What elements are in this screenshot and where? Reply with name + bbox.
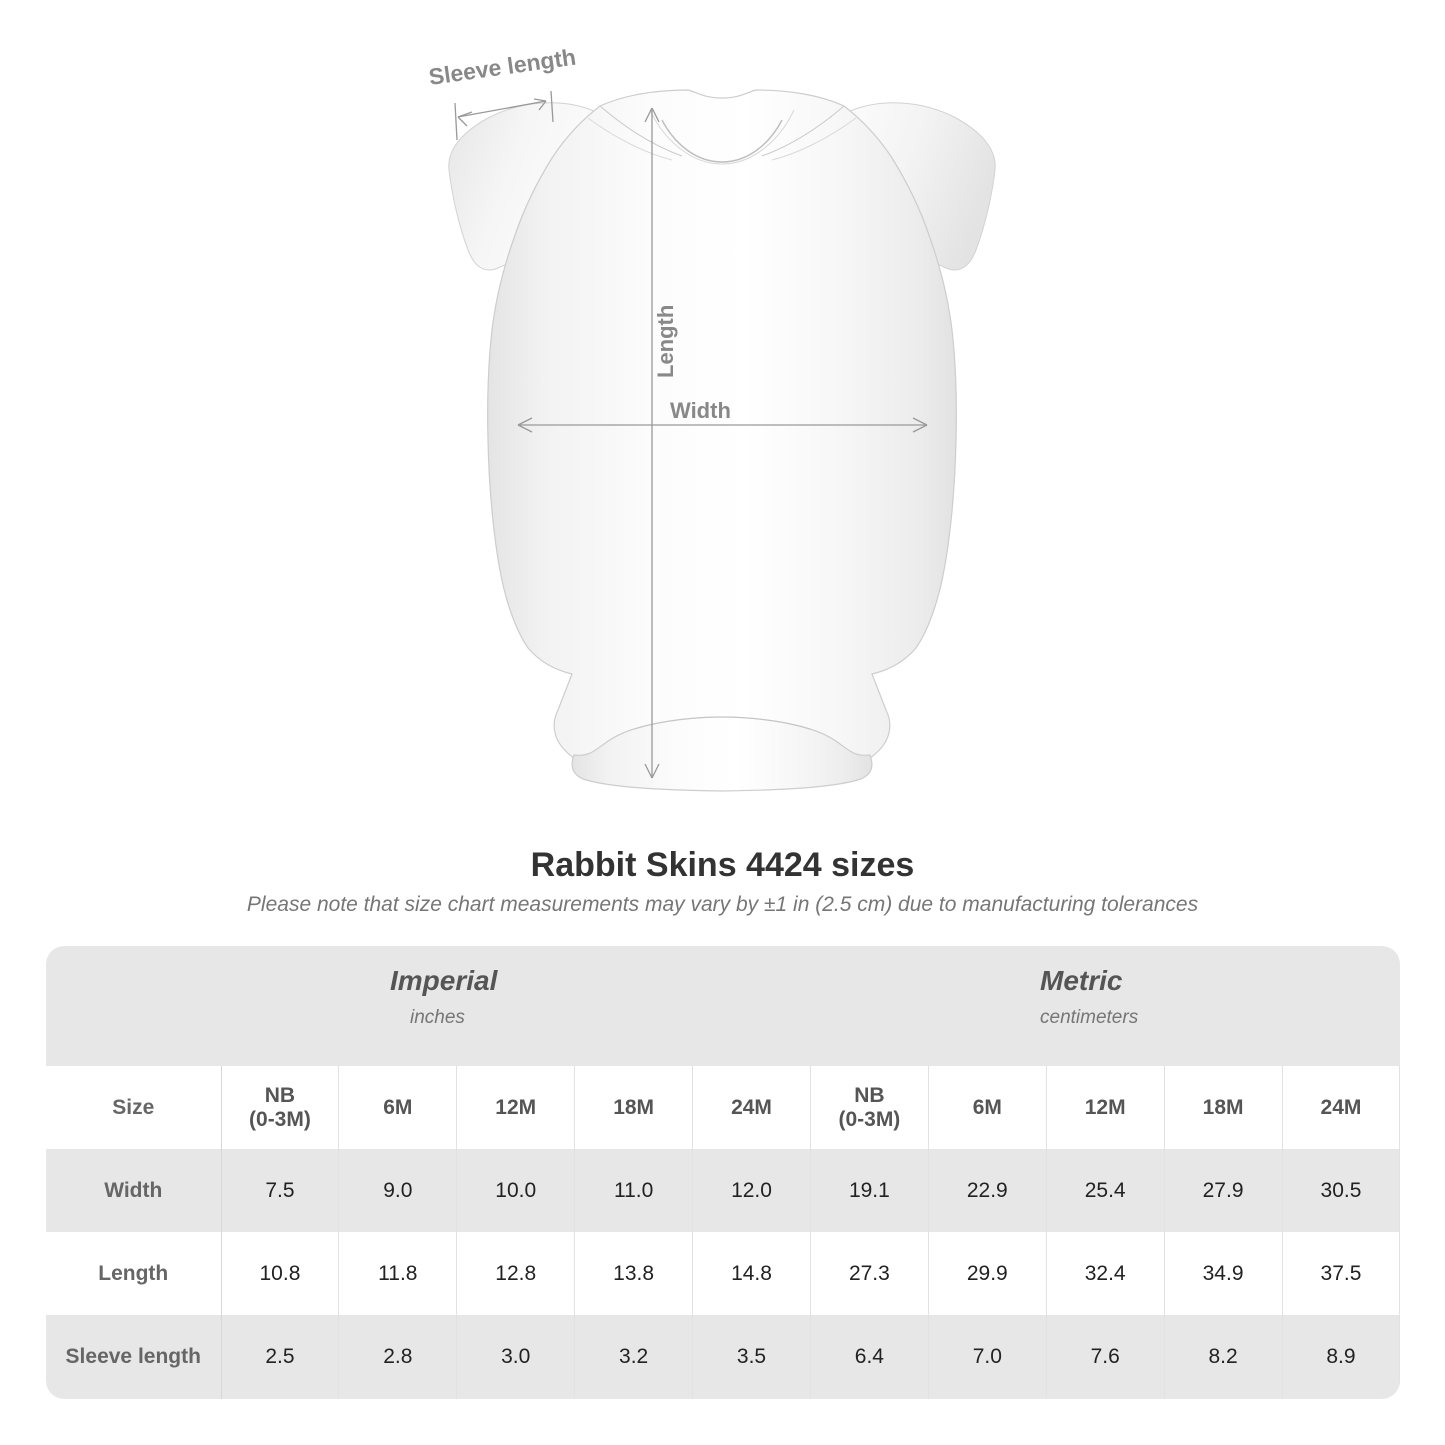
svg-text:Width: Width [670, 398, 731, 423]
svg-text:Length: Length [653, 305, 678, 378]
svg-text:Sleeve length: Sleeve length [427, 44, 577, 90]
